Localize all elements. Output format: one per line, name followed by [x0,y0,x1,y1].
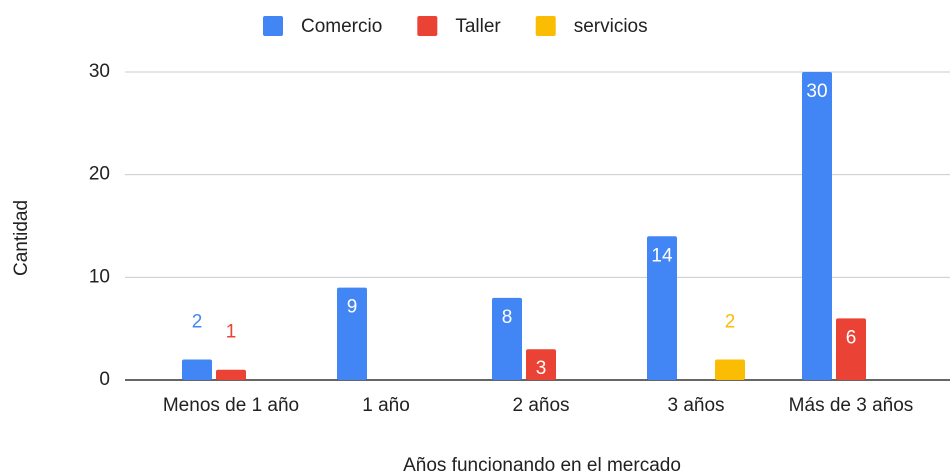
legend-label: Taller [455,16,501,37]
legend-label: Comercio [301,16,382,37]
x-tick-label: Más de 3 años [789,395,914,416]
bar [802,72,832,380]
data-label: 9 [347,297,358,318]
bar [836,318,866,380]
x-tick-label: 3 años [667,395,724,416]
data-label: 6 [846,327,857,348]
bar [715,359,745,380]
legend-swatch [263,16,283,36]
data-label: 3 [536,358,547,379]
data-label: 1 [226,322,237,343]
bar [492,297,522,380]
y-tick-label: 0 [99,369,110,390]
y-axis-title: Cantidad [11,200,32,276]
bar [526,349,556,380]
legend-label: servicios [574,16,648,37]
bar [182,359,212,380]
data-label: 8 [502,307,513,328]
x-tick-label: 2 años [512,395,569,416]
y-tick-label: 20 [89,164,110,185]
y-tick-label: 10 [89,266,110,287]
bar [647,236,677,380]
data-label: 30 [806,81,827,102]
legend-swatch [535,16,556,36]
bar [337,287,367,380]
x-tick-label: Menos de 1 año [163,395,299,416]
x-tick-label: 1 año [362,395,410,416]
legend-swatch [417,16,438,36]
y-tick-label: 30 [89,61,110,82]
bar [216,369,246,380]
data-label: 2 [725,311,736,332]
data-label: 14 [651,245,673,266]
x-axis-title: Años funcionando en el mercado [403,455,681,475]
data-label: 2 [192,311,203,332]
